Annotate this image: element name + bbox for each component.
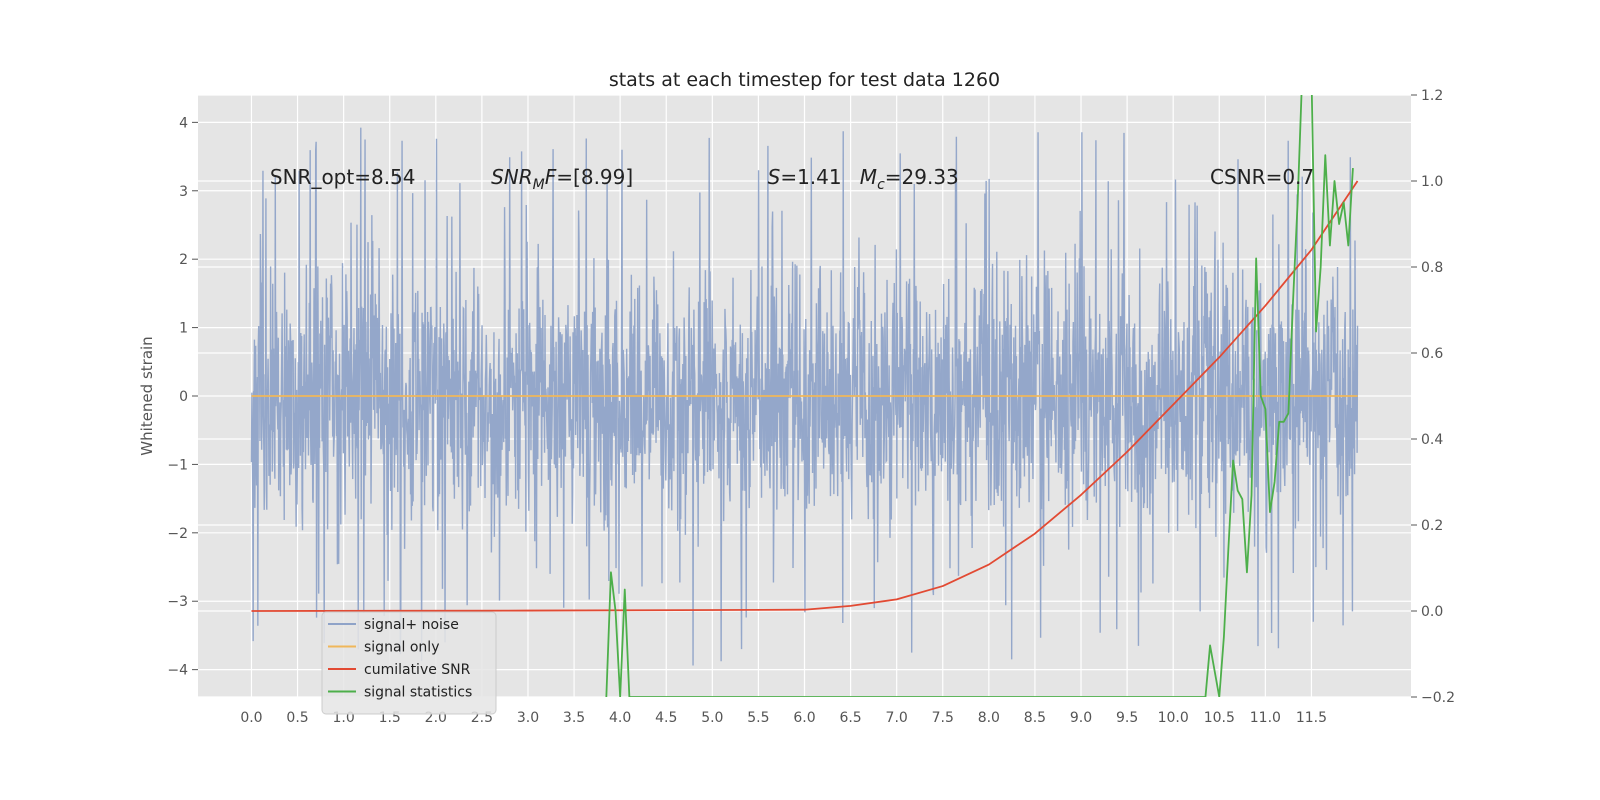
x-tick-label: 6.0	[793, 710, 815, 726]
y2-tick-label: 1.0	[1421, 174, 1443, 190]
legend-label-cumilative-snr: cumilative SNR	[364, 662, 471, 678]
chart-title: stats at each timestep for test data 126…	[609, 69, 1000, 91]
legend: signal+ noise signal only cumilative SNR si…	[321, 611, 497, 715]
x-tick-label: 4.5	[655, 710, 677, 726]
x-tick-label: 8.5	[1024, 710, 1046, 726]
x-tick-label: 3.0	[517, 710, 539, 726]
x-tick-label: 4.0	[609, 710, 631, 726]
annotation-text: SNR_opt=8.54	[270, 165, 416, 189]
x-tick-label: 8.0	[978, 710, 1000, 726]
x-tick-label: 5.5	[747, 710, 769, 726]
y-tick-label: 4	[179, 115, 188, 131]
y-axis-right: 1.2 1.0 0.8 0.6 0.4 0.2 0.0 −0.2	[1411, 88, 1455, 706]
legend-label-signal-noise: signal+ noise	[364, 617, 459, 633]
x-tick-label: 0.0	[240, 710, 262, 726]
legend-label-signal-statistics: signal statistics	[364, 685, 472, 701]
y-tick-label: 3	[179, 184, 188, 200]
y-tick-label: −4	[167, 663, 188, 679]
y-tick-label: −3	[167, 594, 188, 610]
x-tick-label: 10.0	[1158, 710, 1189, 726]
x-tick-label: 3.5	[563, 710, 585, 726]
x-tick-label: 5.0	[701, 710, 723, 726]
x-tick-label: 7.0	[886, 710, 908, 726]
x-axis: 0.0 0.5 1.0 1.5 2.0 2.5 3.0 3.5 4.0 4.5 5.0 5.5 6.0 6…	[240, 710, 1327, 726]
legend-label-signal-only: signal only	[364, 640, 439, 656]
y-tick-label: −2	[167, 526, 188, 542]
y-tick-label: −1	[167, 457, 188, 473]
y2-tick-label: 0.2	[1421, 518, 1443, 534]
series-layer	[250, 95, 1359, 697]
annotation-text: Mc=29.33	[860, 165, 959, 193]
y-tick-label: 2	[179, 252, 188, 268]
x-tick-label: 7.5	[932, 710, 954, 726]
annotation-text: S=1.41	[768, 165, 842, 189]
y-tick-label: 1	[179, 321, 188, 337]
y-axis-left: 4 3 2 1 0 −1 −2 −3 −4	[167, 115, 198, 679]
y2-tick-label: 1.2	[1421, 88, 1443, 104]
annotations: SNR_opt=8.54 SNRMF=[8.99] S=1.41 Mc=29.33 CS…	[270, 165, 1314, 193]
annotation-text: CSNR=0.7	[1210, 165, 1314, 189]
y-tick-label: 0	[179, 389, 188, 405]
x-tick-label: 6.5	[839, 710, 861, 726]
y2-tick-label: 0.6	[1421, 346, 1443, 362]
y2-tick-label: 0.0	[1421, 604, 1443, 620]
series-line-cumilative-snr	[251, 180, 1359, 612]
legend-box	[321, 611, 497, 715]
x-tick-label: 10.5	[1204, 710, 1235, 726]
x-tick-label: 9.0	[1070, 710, 1092, 726]
y2-tick-label: 0.4	[1421, 432, 1443, 448]
x-tick-label: 11.0	[1250, 710, 1281, 726]
y2-tick-label: −0.2	[1421, 690, 1455, 706]
series-line-signal-statistics	[605, 95, 1354, 697]
y-axis-label: Whitened strain	[138, 336, 156, 455]
x-tick-label: 9.5	[1116, 710, 1138, 726]
annotation-text: SNRMF=[8.99]	[491, 165, 633, 193]
y2-tick-label: 0.8	[1421, 260, 1443, 276]
series-line-signal-noise	[250, 127, 1359, 666]
x-tick-label: 11.5	[1296, 710, 1327, 726]
x-tick-label: 0.5	[286, 710, 308, 726]
